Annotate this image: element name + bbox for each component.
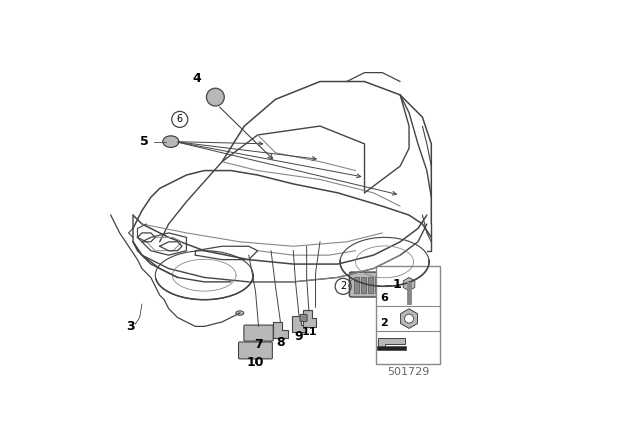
FancyBboxPatch shape bbox=[244, 325, 273, 341]
Bar bbox=[354, 276, 359, 293]
Bar bbox=[375, 276, 381, 293]
Text: 1: 1 bbox=[392, 278, 401, 291]
Ellipse shape bbox=[207, 88, 224, 106]
Polygon shape bbox=[303, 310, 316, 327]
FancyBboxPatch shape bbox=[239, 342, 273, 359]
Text: 5: 5 bbox=[140, 135, 148, 148]
Polygon shape bbox=[401, 309, 417, 328]
Text: 11: 11 bbox=[301, 327, 317, 337]
Text: 2: 2 bbox=[380, 318, 388, 328]
Text: 2: 2 bbox=[340, 281, 346, 291]
Text: 10: 10 bbox=[246, 356, 264, 369]
Ellipse shape bbox=[163, 136, 179, 147]
FancyBboxPatch shape bbox=[300, 314, 307, 322]
Polygon shape bbox=[403, 277, 415, 291]
Text: 3: 3 bbox=[127, 320, 135, 333]
Circle shape bbox=[404, 314, 413, 323]
Text: 9: 9 bbox=[295, 330, 303, 343]
Polygon shape bbox=[292, 316, 306, 332]
Polygon shape bbox=[273, 322, 288, 338]
Text: 6: 6 bbox=[380, 293, 388, 303]
Bar bbox=[376, 345, 406, 350]
Bar bbox=[368, 276, 373, 293]
Text: 501729: 501729 bbox=[387, 367, 429, 377]
Ellipse shape bbox=[236, 311, 244, 315]
Text: 4: 4 bbox=[193, 72, 201, 85]
Text: 7: 7 bbox=[254, 338, 263, 351]
Text: 8: 8 bbox=[276, 336, 285, 349]
Text: 6: 6 bbox=[177, 114, 183, 125]
Bar bbox=[361, 276, 366, 293]
Bar bbox=[376, 266, 440, 364]
Polygon shape bbox=[378, 338, 404, 347]
FancyBboxPatch shape bbox=[349, 272, 387, 297]
